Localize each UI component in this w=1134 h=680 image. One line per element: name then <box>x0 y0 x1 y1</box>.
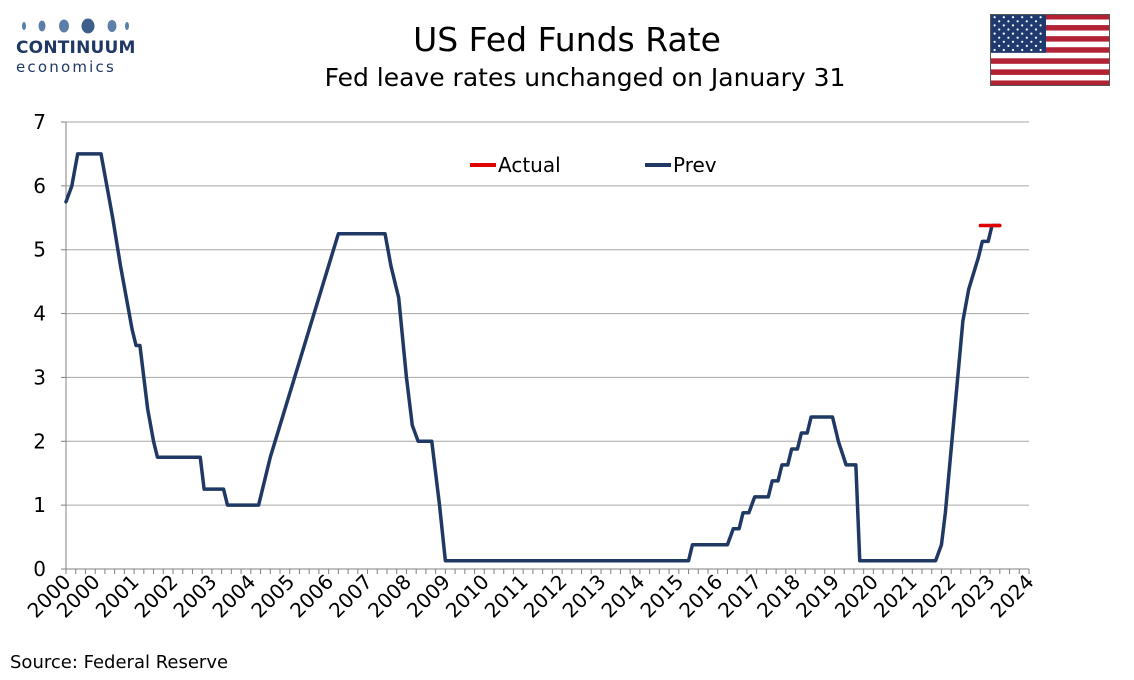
logo-tagline: economics <box>16 58 116 76</box>
y-tick-label: 4 <box>33 302 46 326</box>
series-line-prev <box>64 152 1002 563</box>
x-tick-label: 2003 <box>168 570 221 623</box>
x-tick-label: 2020 <box>830 570 883 623</box>
legend: Actual Prev <box>470 153 717 177</box>
y-tick-label: 3 <box>33 365 46 389</box>
continuum-logo: CONTINUUM economics <box>14 12 136 78</box>
x-tick-label: 2014 <box>596 570 649 623</box>
y-tick-label: 2 <box>33 429 46 453</box>
x-tick-label: 2006 <box>285 570 338 623</box>
x-tick-label: 2022 <box>908 570 961 623</box>
y-tick-label: 7 <box>33 110 46 134</box>
chart-title: US Fed Funds Rate <box>413 20 721 59</box>
x-tick-label: 2016 <box>674 570 727 623</box>
logo-name: CONTINUUM <box>16 38 136 58</box>
y-tick-label: 1 <box>33 493 46 517</box>
x-tick-label: 2019 <box>791 570 844 623</box>
x-tick-label: 2005 <box>246 570 299 623</box>
axes: 0123456720002000200120022003200420052006… <box>23 110 1039 623</box>
x-tick-label: 2012 <box>519 570 572 623</box>
legend-label-prev: Prev <box>673 153 717 177</box>
y-tick-label: 5 <box>33 238 46 262</box>
y-tick-label: 0 <box>33 557 46 581</box>
chart-subtitle: Fed leave rates unchanged on January 31 <box>324 63 846 92</box>
logo-dots-icon <box>22 18 129 34</box>
source-note: Source: Federal Reserve <box>10 652 229 673</box>
x-tick-label: 2001 <box>91 570 144 623</box>
x-tick-label: 2018 <box>752 570 805 623</box>
chart-area: 0123456720002000200120022003200420052006… <box>23 110 1039 623</box>
legend-label-actual: Actual <box>498 153 561 177</box>
x-tick-label: 2002 <box>130 570 183 623</box>
x-tick-label: 2004 <box>207 570 260 623</box>
x-tick-label: 2021 <box>869 570 922 623</box>
gridlines <box>66 121 1029 506</box>
x-tick-label: 2010 <box>441 570 494 623</box>
x-tick-label: 2007 <box>324 570 377 623</box>
us-flag-icon <box>990 14 1110 86</box>
x-tick-label: 2017 <box>713 570 766 623</box>
series-lines <box>64 152 1002 563</box>
x-tick-label: 2009 <box>402 570 455 623</box>
x-tick-label: 2008 <box>363 570 416 623</box>
x-tick-label: 2023 <box>947 570 1000 623</box>
x-tick-label: 2011 <box>480 570 533 623</box>
x-tick-label: 2013 <box>558 570 611 623</box>
y-tick-label: 6 <box>33 174 46 198</box>
x-tick-label: 2015 <box>635 570 688 623</box>
x-tick-label: 2024 <box>986 570 1039 623</box>
